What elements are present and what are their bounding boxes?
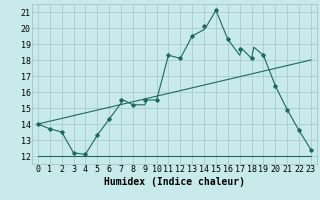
X-axis label: Humidex (Indice chaleur): Humidex (Indice chaleur) [104,177,245,187]
